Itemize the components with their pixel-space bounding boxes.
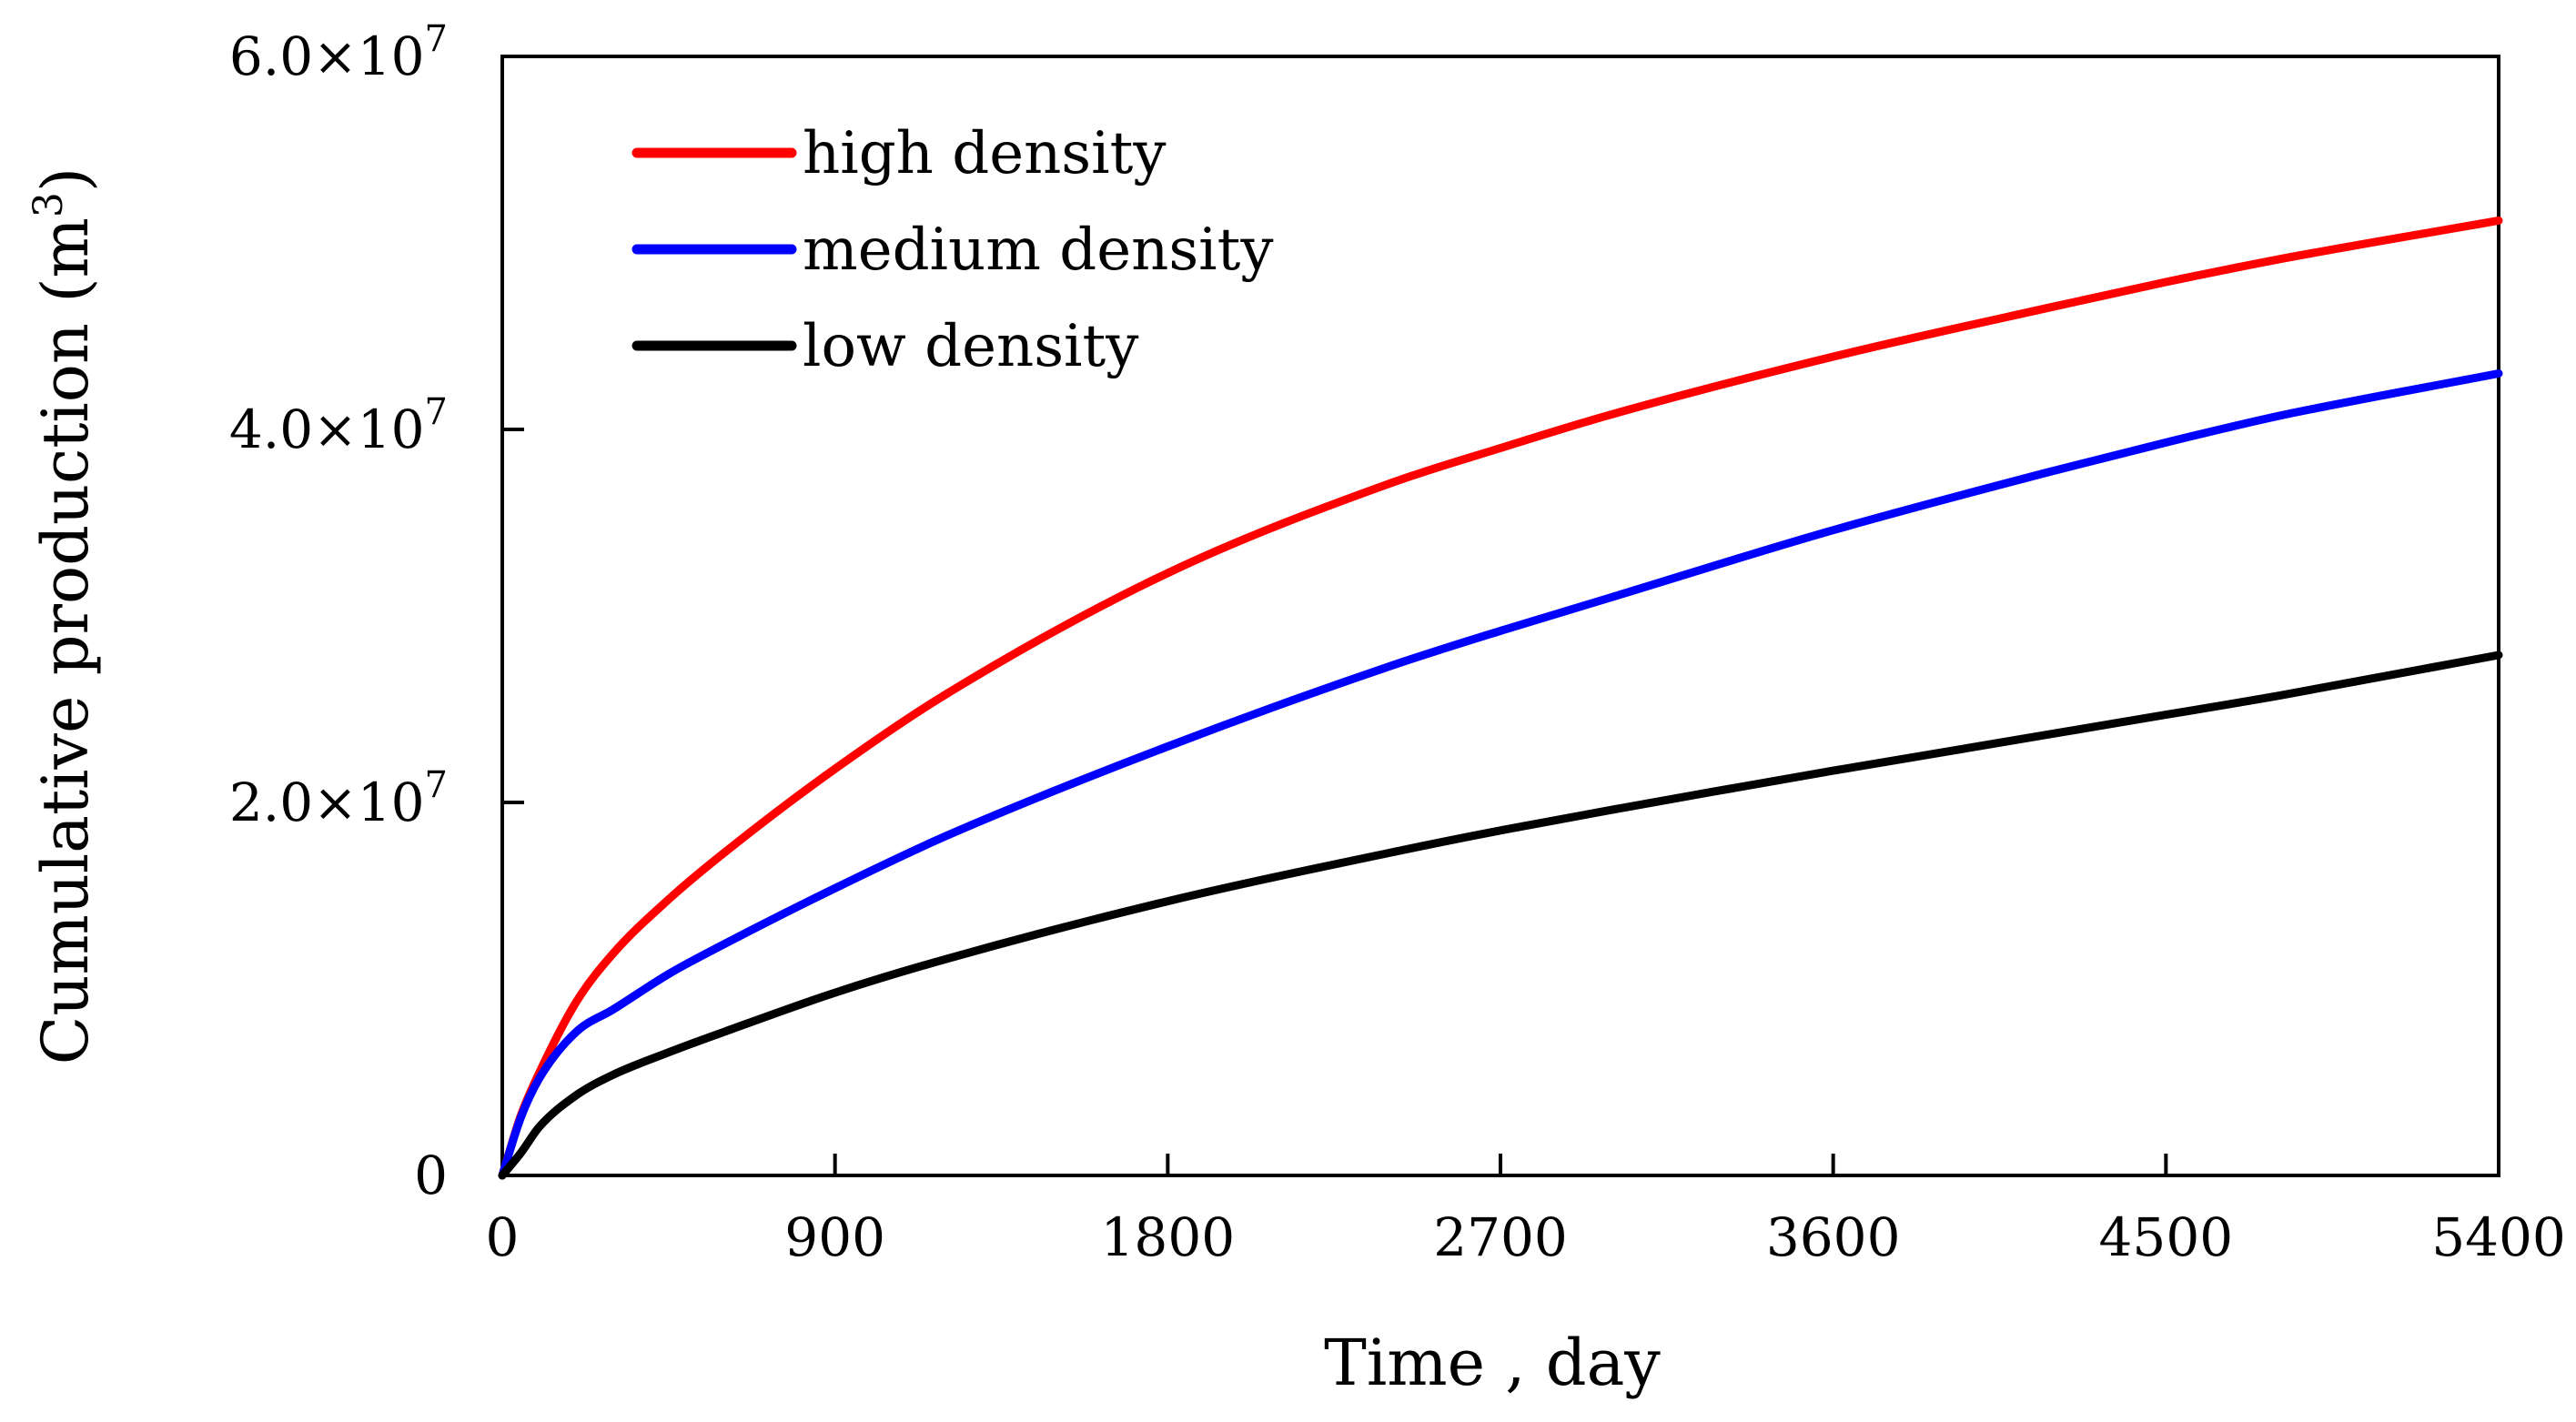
x-tick-label: 1800 — [1101, 1206, 1236, 1268]
x-tick-label: 2700 — [1433, 1206, 1568, 1268]
y-tick-label: 0 — [414, 1145, 448, 1206]
legend-label-high-density: high density — [803, 120, 1166, 187]
y-tick-label: 6.0×107 — [229, 18, 448, 87]
x-tick-label: 3600 — [1766, 1206, 1901, 1268]
y-axis-title-main: Cumulative production (m — [28, 217, 103, 1064]
y-axis-title-close: ) — [28, 167, 103, 192]
y-axis-title: Cumulative production (m3) — [25, 167, 103, 1064]
x-tick-label: 0 — [486, 1206, 520, 1268]
series-line-medium-density — [498, 369, 2503, 1180]
x-tick-label: 5400 — [2431, 1206, 2566, 1268]
y-axis-title-sup: 3 — [25, 192, 72, 217]
series-line-high-density — [498, 216, 2503, 1180]
x-axis-title: Time , day — [1324, 1326, 1661, 1400]
legend-label-low-density: low density — [803, 313, 1138, 380]
axis-ticks: 0 900 1800 2700 3600 4500 5400 0 2.0×107 4.0×107 6… — [229, 18, 2566, 1268]
x-tick-label: 900 — [784, 1206, 885, 1268]
x-tick-label: 4500 — [2099, 1206, 2234, 1268]
legend-label-medium-density: medium density — [803, 217, 1274, 284]
series-line-low-density — [498, 650, 2503, 1180]
y-tick-label: 2.0×107 — [229, 764, 448, 833]
legend: high density medium density low density — [631, 120, 1274, 380]
series-group — [498, 216, 2503, 1180]
y-tick-label: 4.0×107 — [229, 391, 448, 460]
